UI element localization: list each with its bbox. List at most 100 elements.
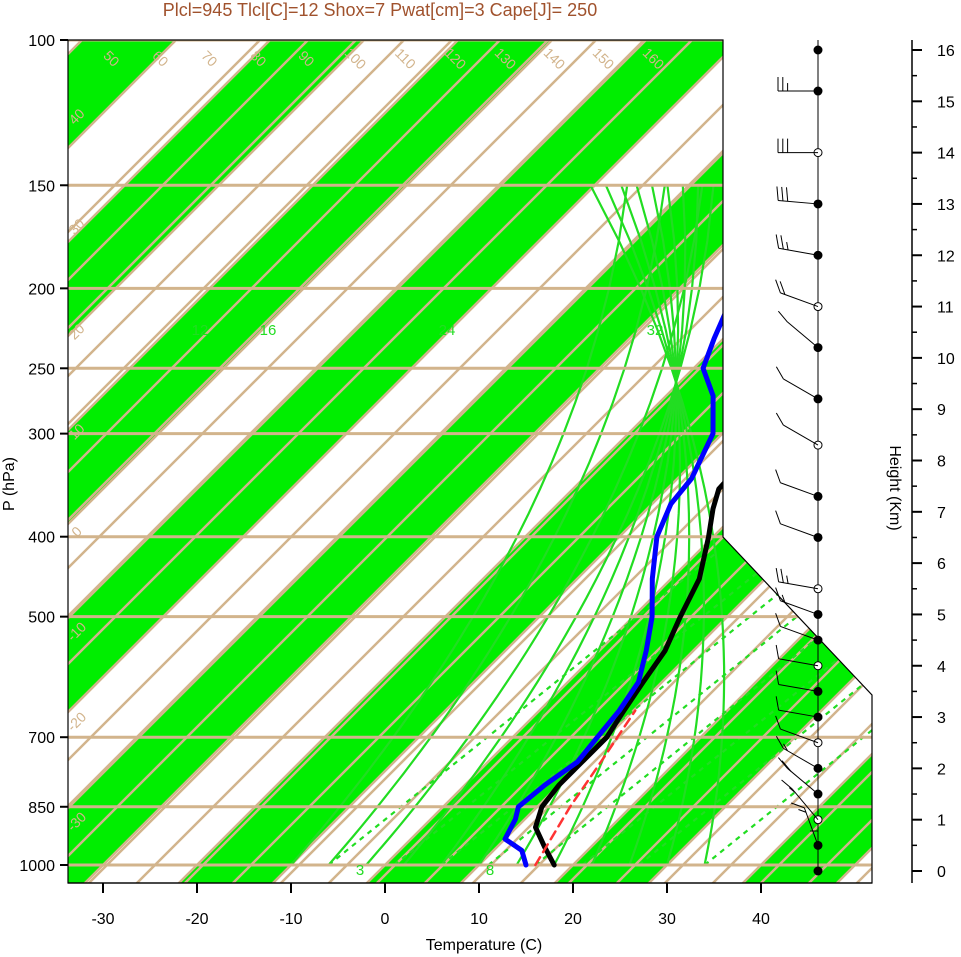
dry-adiabat-line [695,40,872,883]
barb-flag [775,366,784,380]
mixing-ratio-line [638,553,872,866]
barb-shaft [778,199,819,205]
pressure-tick-label: 500 [28,610,55,627]
barb-shaft [783,747,819,769]
x-axis: -30 -20 -10 0 10 20 30 40 [68,882,872,928]
barb-shaft [803,807,819,846]
barb-flag [775,587,781,601]
barb-flag [781,594,786,603]
barb-flag [777,310,788,323]
isotherm-line [68,40,291,883]
isotherm-band [68,40,384,883]
barb-flag [779,281,786,295]
barb-flag [775,567,780,582]
barb-flag [775,696,780,711]
dry-adiabat-line [68,40,713,883]
height-tick-label: 8 [937,454,946,471]
profile-temperature [533,65,872,868]
pressure-tick-label: 700 [28,730,55,747]
pressure-tick-label: 200 [28,281,55,298]
profile-parcel [534,709,637,867]
moist-adiabat [590,185,682,866]
moist-adiabat [327,185,666,866]
x-tick-label: 20 [564,911,582,928]
height-tick-label: 9 [937,402,946,419]
moist-adiabats [290,184,726,866]
barb-flag [785,187,789,202]
barb-shaft [780,600,819,615]
x-tick-label: -20 [185,911,208,928]
dry-adiabat-line [68,40,521,883]
isotherm-line [631,40,872,883]
barb-flag [781,760,792,772]
height-tick-label: 0 [937,864,946,881]
barb-flag [775,234,780,249]
height-tick-label: 15 [937,94,955,111]
dry-adiabat-line [647,40,872,883]
pressure-tick-label: 300 [28,427,55,444]
barb-shaft [778,658,819,667]
barb-shaft [787,321,819,348]
barb-flag [780,568,784,583]
grid-lines [68,40,872,883]
dry-adiabat-line [503,40,872,883]
barb-shaft [780,523,819,538]
barb-shaft [778,709,819,718]
dry-adiabat-line [68,40,857,883]
barb-flag [775,412,784,426]
barb-flag [798,809,807,813]
height-tick-label: 14 [937,146,955,163]
pressure-tick-label: 850 [28,800,55,817]
height-tick-label: 3 [937,710,946,727]
moist-adiabat [402,185,715,866]
dry-adiabat-line [167,40,872,883]
barb-shaft [780,625,819,641]
dry-adiabat-line [68,40,425,883]
height-tick-label: 10 [937,351,955,368]
wind-barbs [775,40,823,876]
barb-flag [781,779,793,790]
barb-station [813,45,823,55]
moist-adiabat [553,185,678,866]
mixing-ratio-label: 12 [192,322,209,339]
barb-flag [775,670,780,685]
mixing-ratio-label: 16 [260,322,277,339]
barb-flag [775,644,780,659]
x-axis-label: Temperature (C) [426,937,542,954]
height-tick-label: 5 [937,607,946,624]
isotherm-line [68,40,479,883]
isotherm-label: 0 [724,460,741,477]
dry-adiabat-line [68,40,761,883]
isotherm-label: 10 [747,537,769,559]
barb-shaft [783,378,819,400]
mixing-ratio-label: 3 [356,862,364,879]
moist-adiabat [478,185,687,866]
height-tick-label: 11 [937,300,954,317]
isotherm-line [161,40,872,883]
height-tick-label: 2 [937,761,946,778]
moist-adiabat [589,184,726,866]
mixing-ratio-label: 8 [486,862,494,879]
height-tick-label: 4 [937,659,946,676]
isotherm-label: 20 [723,235,745,257]
moist-adiabat [440,185,700,866]
barb-shaft [778,581,819,590]
barb-flag [775,469,781,483]
isotherm-line [68,40,667,883]
dry-adiabat-line [68,40,665,883]
x-tick-label: 0 [381,911,390,928]
moist-adiabat [290,185,629,866]
barb-flag [780,235,784,250]
barb-flag [788,787,796,794]
barb-shaft [780,482,819,497]
barb-flag [775,613,781,627]
barb-flag [775,510,781,524]
mixing-ratio-line [393,553,782,866]
mixing-ratio-line [440,553,829,866]
barb-shaft [787,767,819,795]
height-tick-label: 7 [937,505,946,522]
x-tick-label: 40 [752,911,770,928]
dry-adiabat-line [68,40,473,883]
pressure-tick-label: 1000 [19,858,55,875]
